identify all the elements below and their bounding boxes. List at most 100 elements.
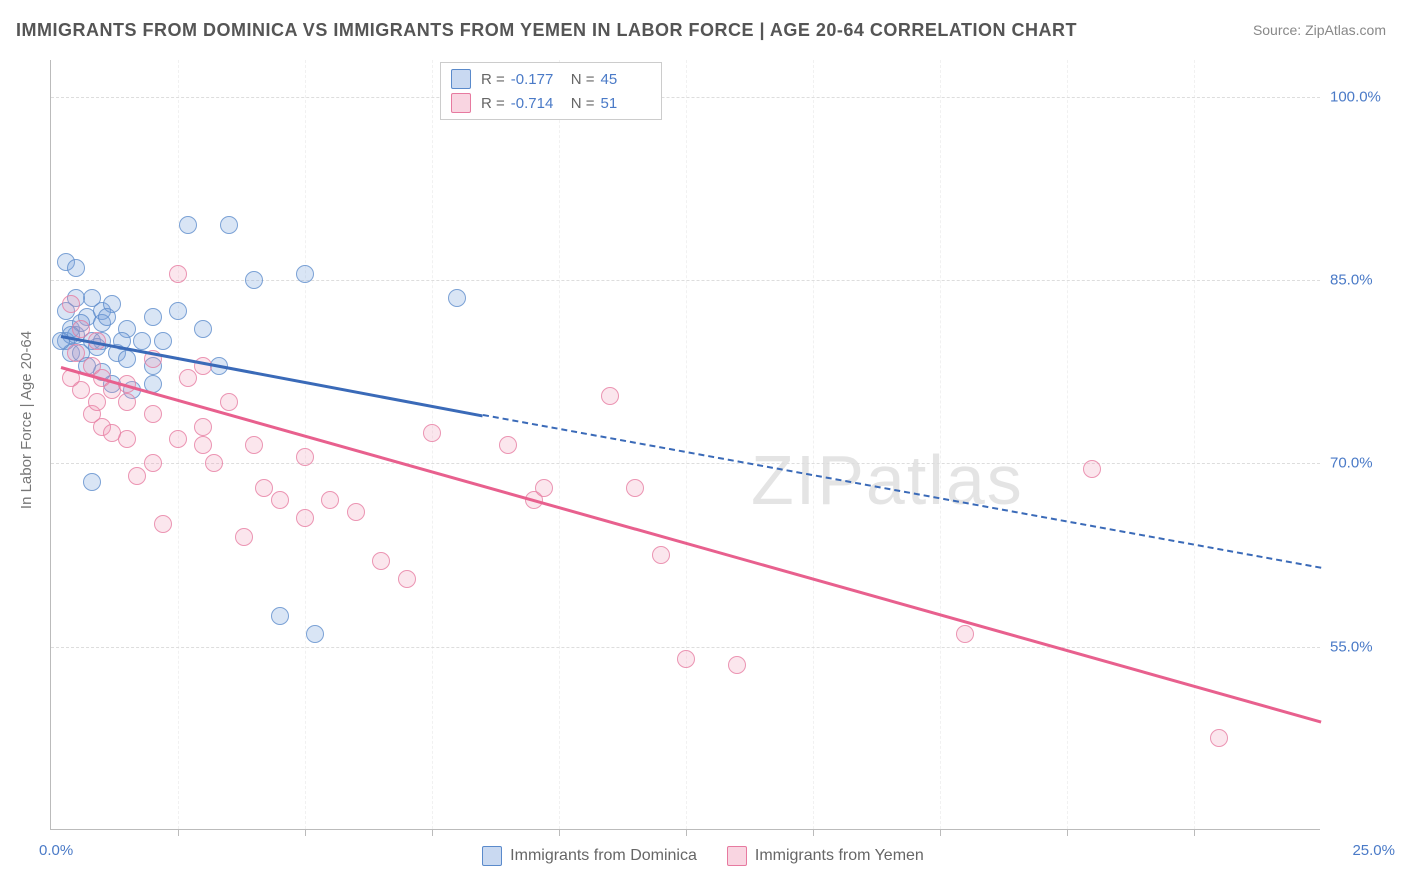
scatter-point-yemen: [205, 454, 223, 472]
r-label: R =: [481, 95, 505, 112]
legend-swatch: [451, 69, 471, 89]
scatter-point-dominica: [296, 265, 314, 283]
scatter-point-yemen: [398, 570, 416, 588]
scatter-point-dominica: [271, 607, 289, 625]
scatter-point-dominica: [154, 332, 172, 350]
scatter-point-yemen: [169, 265, 187, 283]
scatter-point-yemen: [601, 387, 619, 405]
gridline-vertical: [1194, 60, 1195, 829]
r-value: -0.177: [511, 71, 561, 88]
x-tick: [178, 829, 179, 836]
r-value: -0.714: [511, 95, 561, 112]
gridline-vertical: [813, 60, 814, 829]
source-name: ZipAtlas.com: [1305, 22, 1386, 38]
legend-row: R = -0.714 N = 51: [451, 91, 651, 115]
gridline-vertical: [559, 60, 560, 829]
gridline-vertical: [305, 60, 306, 829]
scatter-point-yemen: [347, 503, 365, 521]
legend-swatch: [451, 93, 471, 113]
scatter-point-dominica: [220, 216, 238, 234]
trendline-yemen: [61, 366, 1322, 723]
scatter-point-yemen: [62, 295, 80, 313]
scatter-point-dominica: [194, 320, 212, 338]
scatter-point-yemen: [296, 448, 314, 466]
scatter-point-yemen: [321, 491, 339, 509]
scatter-point-dominica: [83, 473, 101, 491]
scatter-point-yemen: [423, 424, 441, 442]
scatter-point-dominica: [133, 332, 151, 350]
x-tick: [940, 829, 941, 836]
series-legend: Immigrants from Dominica Immigrants from …: [0, 846, 1406, 866]
correlation-legend: R = -0.177 N = 45 R = -0.714 N = 51: [440, 62, 662, 120]
gridline-vertical: [1067, 60, 1068, 829]
source-attribution: Source: ZipAtlas.com: [1253, 22, 1386, 38]
scatter-point-dominica: [448, 289, 466, 307]
x-tick: [1067, 829, 1068, 836]
scatter-point-yemen: [67, 344, 85, 362]
scatter-point-yemen: [72, 320, 90, 338]
scatter-point-yemen: [144, 454, 162, 472]
n-value: 45: [601, 71, 651, 88]
scatter-point-yemen: [535, 479, 553, 497]
n-label: N =: [571, 95, 595, 112]
scatter-point-yemen: [235, 528, 253, 546]
scatter-point-yemen: [372, 552, 390, 570]
scatter-point-dominica: [245, 271, 263, 289]
legend-label: Immigrants from Dominica: [510, 847, 697, 865]
scatter-point-yemen: [255, 479, 273, 497]
scatter-point-yemen: [194, 418, 212, 436]
scatter-point-dominica: [306, 625, 324, 643]
scatter-point-yemen: [245, 436, 263, 454]
y-axis-label: In Labor Force | Age 20-64: [18, 331, 35, 509]
scatter-point-yemen: [626, 479, 644, 497]
y-tick-label: 100.0%: [1330, 88, 1390, 105]
y-tick-label: 85.0%: [1330, 272, 1390, 289]
scatter-point-yemen: [169, 430, 187, 448]
scatter-point-yemen: [154, 515, 172, 533]
x-tick: [1194, 829, 1195, 836]
scatter-point-yemen: [88, 393, 106, 411]
scatter-point-dominica: [98, 308, 116, 326]
scatter-point-yemen: [118, 393, 136, 411]
source-label: Source:: [1253, 22, 1301, 38]
scatter-point-yemen: [271, 491, 289, 509]
watermark: ZIPatlas: [751, 440, 1024, 520]
scatter-point-yemen: [677, 650, 695, 668]
scatter-point-yemen: [728, 656, 746, 674]
scatter-point-yemen: [1083, 460, 1101, 478]
scatter-point-yemen: [220, 393, 238, 411]
gridline-vertical: [432, 60, 433, 829]
scatter-point-yemen: [144, 405, 162, 423]
scatter-point-yemen: [128, 467, 146, 485]
y-tick-label: 55.0%: [1330, 638, 1390, 655]
scatter-point-yemen: [194, 436, 212, 454]
scatter-point-dominica: [67, 259, 85, 277]
x-tick: [813, 829, 814, 836]
chart-title: IMMIGRANTS FROM DOMINICA VS IMMIGRANTS F…: [16, 20, 1077, 41]
scatter-point-yemen: [499, 436, 517, 454]
scatter-point-dominica: [179, 216, 197, 234]
n-value: 51: [601, 95, 651, 112]
legend-swatch: [482, 846, 502, 866]
legend-item: Immigrants from Dominica: [482, 846, 697, 866]
scatter-point-dominica: [118, 350, 136, 368]
scatter-point-yemen: [1210, 729, 1228, 747]
scatter-point-yemen: [103, 424, 121, 442]
x-tick: [686, 829, 687, 836]
scatter-point-dominica: [169, 302, 187, 320]
x-tick: [432, 829, 433, 836]
y-tick-label: 70.0%: [1330, 455, 1390, 472]
scatter-point-yemen: [956, 625, 974, 643]
n-label: N =: [571, 71, 595, 88]
legend-swatch: [727, 846, 747, 866]
scatter-point-yemen: [179, 369, 197, 387]
x-tick: [305, 829, 306, 836]
legend-row: R =-0.177N =45: [451, 67, 651, 91]
scatter-point-yemen: [652, 546, 670, 564]
gridline-vertical: [686, 60, 687, 829]
plot-area: ZIPatlas 55.0%70.0%85.0%100.0%0.0%25.0%: [50, 60, 1320, 830]
trendline-dominica-dashed: [483, 414, 1322, 569]
legend-item: Immigrants from Yemen: [727, 846, 924, 866]
x-tick: [559, 829, 560, 836]
scatter-point-yemen: [296, 509, 314, 527]
